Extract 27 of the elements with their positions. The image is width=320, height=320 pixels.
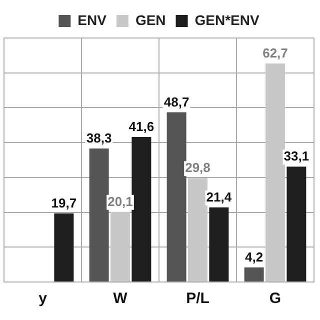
bar — [244, 267, 264, 282]
legend-label: GEN*ENV — [194, 12, 260, 28]
data-label: 48,7 — [164, 94, 190, 110]
bar — [132, 136, 152, 282]
x-tick-label: G — [269, 290, 282, 308]
data-label: 38,3 — [86, 130, 112, 146]
data-label: 20,1 — [108, 194, 133, 210]
data-label: 19,7 — [51, 195, 77, 210]
x-tick-label: y — [38, 290, 48, 308]
x-tick-label: P/L — [186, 290, 210, 308]
bar — [188, 178, 208, 282]
bar — [110, 212, 130, 282]
data-label: 41,6 — [128, 119, 154, 134]
data-label: 4,2 — [245, 249, 264, 264]
bar — [54, 213, 74, 282]
bar — [209, 207, 229, 282]
legend-label: GEN — [135, 12, 166, 28]
data-label: 62,7 — [262, 46, 288, 61]
data-label: 29,8 — [185, 160, 210, 176]
x-tick-label: W — [113, 290, 128, 308]
legend-label: ENV — [78, 12, 108, 28]
data-label: 21,4 — [206, 189, 232, 204]
bar — [166, 112, 186, 282]
bar — [286, 166, 306, 282]
bar — [89, 148, 109, 282]
bar — [266, 63, 285, 282]
data-label: 33,1 — [284, 148, 310, 164]
